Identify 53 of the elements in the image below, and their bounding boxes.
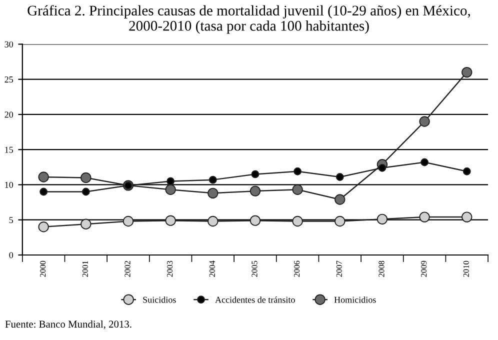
x-tick-label: 2004 [209, 260, 215, 277]
point [462, 167, 471, 176]
x-tick-label: 2005 [252, 260, 258, 277]
x-tick-label: 2008 [378, 260, 384, 277]
y-tick-label: 25 [4, 76, 14, 83]
y-tick-label: 5 [9, 217, 14, 224]
x-tick-label: 2001 [82, 261, 88, 277]
point [208, 216, 218, 227]
y-tick-label: 15 [5, 146, 14, 153]
point [38, 222, 49, 232]
point [334, 216, 346, 227]
point [40, 188, 48, 196]
legend-label: Homicidios [334, 296, 376, 303]
x-tick-label: 2006 [294, 260, 300, 277]
point [462, 66, 472, 78]
point [122, 216, 134, 227]
point [334, 194, 346, 205]
point [336, 173, 344, 181]
point [82, 188, 90, 196]
point [292, 184, 303, 195]
point [292, 216, 303, 227]
point [80, 172, 92, 184]
source-note: Fuente: Banco Mundial, 2013. [5, 320, 132, 330]
x-tick-label: 2010 [463, 260, 469, 277]
point [250, 186, 261, 196]
point [376, 214, 388, 225]
point [419, 212, 430, 222]
point [462, 212, 472, 222]
point [208, 188, 218, 199]
x-tick-label: 2000 [40, 260, 46, 277]
point [208, 176, 217, 184]
y-tick-label: 30 [4, 41, 14, 48]
legend-label: Accidentes de tránsito [215, 296, 295, 303]
point [294, 167, 302, 176]
x-tick-label: 2002 [124, 261, 130, 277]
chart-title: Gráfica 2. Principales causas de mortalidad juvenil (10-29 años) en México, 2000-2010 (tasa por cada 100 habitantes) [28, 5, 470, 34]
y-tick-label: 0 [9, 252, 14, 258]
point [378, 164, 386, 172]
x-tick-label: 2009 [421, 260, 427, 277]
point [165, 215, 176, 226]
point [250, 215, 261, 226]
point [420, 158, 428, 166]
x-tick-label: 2003 [167, 260, 173, 277]
point [38, 172, 49, 182]
legend-label: Suicidios [143, 296, 176, 303]
point [419, 116, 430, 127]
point [166, 177, 175, 186]
x-tick-label: 2007 [336, 260, 342, 277]
y-tick-label: 10 [5, 182, 14, 188]
point [80, 218, 92, 230]
y-tick-label: 20 [4, 112, 14, 118]
point [165, 184, 176, 195]
point [251, 170, 260, 178]
